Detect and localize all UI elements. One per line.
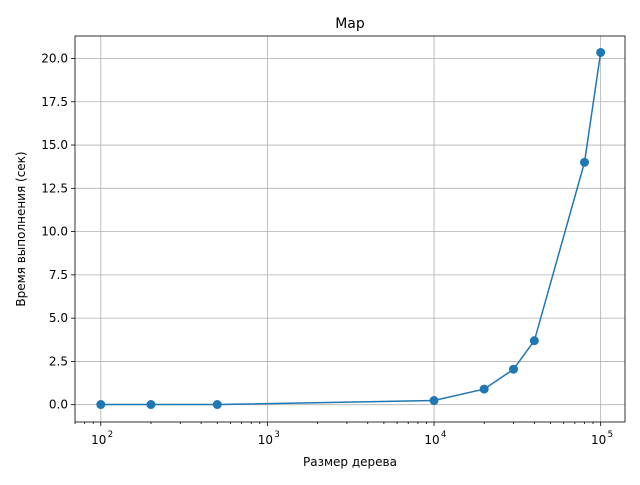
data-series [96,47,606,410]
x-tick-label: 10 [258,433,273,447]
y-axis-label: Время выполнения (сек) [14,151,28,306]
y-tick-label: 5.0 [49,311,68,325]
data-point [529,336,539,346]
x-axis-label: Размер дерева [303,455,397,469]
y-tick-label: 2.5 [49,354,68,368]
x-tick-exponent: 4 [441,430,446,440]
x-tick-label: 10 [91,433,106,447]
data-point [212,400,222,410]
plot-frame [74,35,626,423]
chart-title: Map [335,16,365,32]
data-point [479,384,489,394]
y-tick-label: 0.0 [49,398,68,412]
data-point [596,47,606,57]
y-tick-label: 15.0 [41,138,68,152]
x-tick-label: 10 [424,433,439,447]
y-tick-label: 20.0 [41,52,68,66]
data-point [146,400,156,410]
x-tick-exponent: 3 [274,430,279,440]
y-tick-label: 12.5 [41,181,68,195]
grid [75,36,625,422]
data-point [580,157,590,167]
data-point [429,396,439,406]
y-tick-label: 10.0 [41,225,68,239]
data-point [509,364,519,374]
y-tick-label: 7.5 [49,268,68,282]
x-tick-label: 10 [591,433,606,447]
axis-ticks: 10 2 10 3 10 4 10 50.02.55.07.510.012.515.017.5… [41,52,613,447]
y-tick-label: 17.5 [41,95,68,109]
x-tick-exponent: 5 [608,430,613,440]
data-point [96,400,106,410]
x-tick-exponent: 2 [108,430,113,440]
